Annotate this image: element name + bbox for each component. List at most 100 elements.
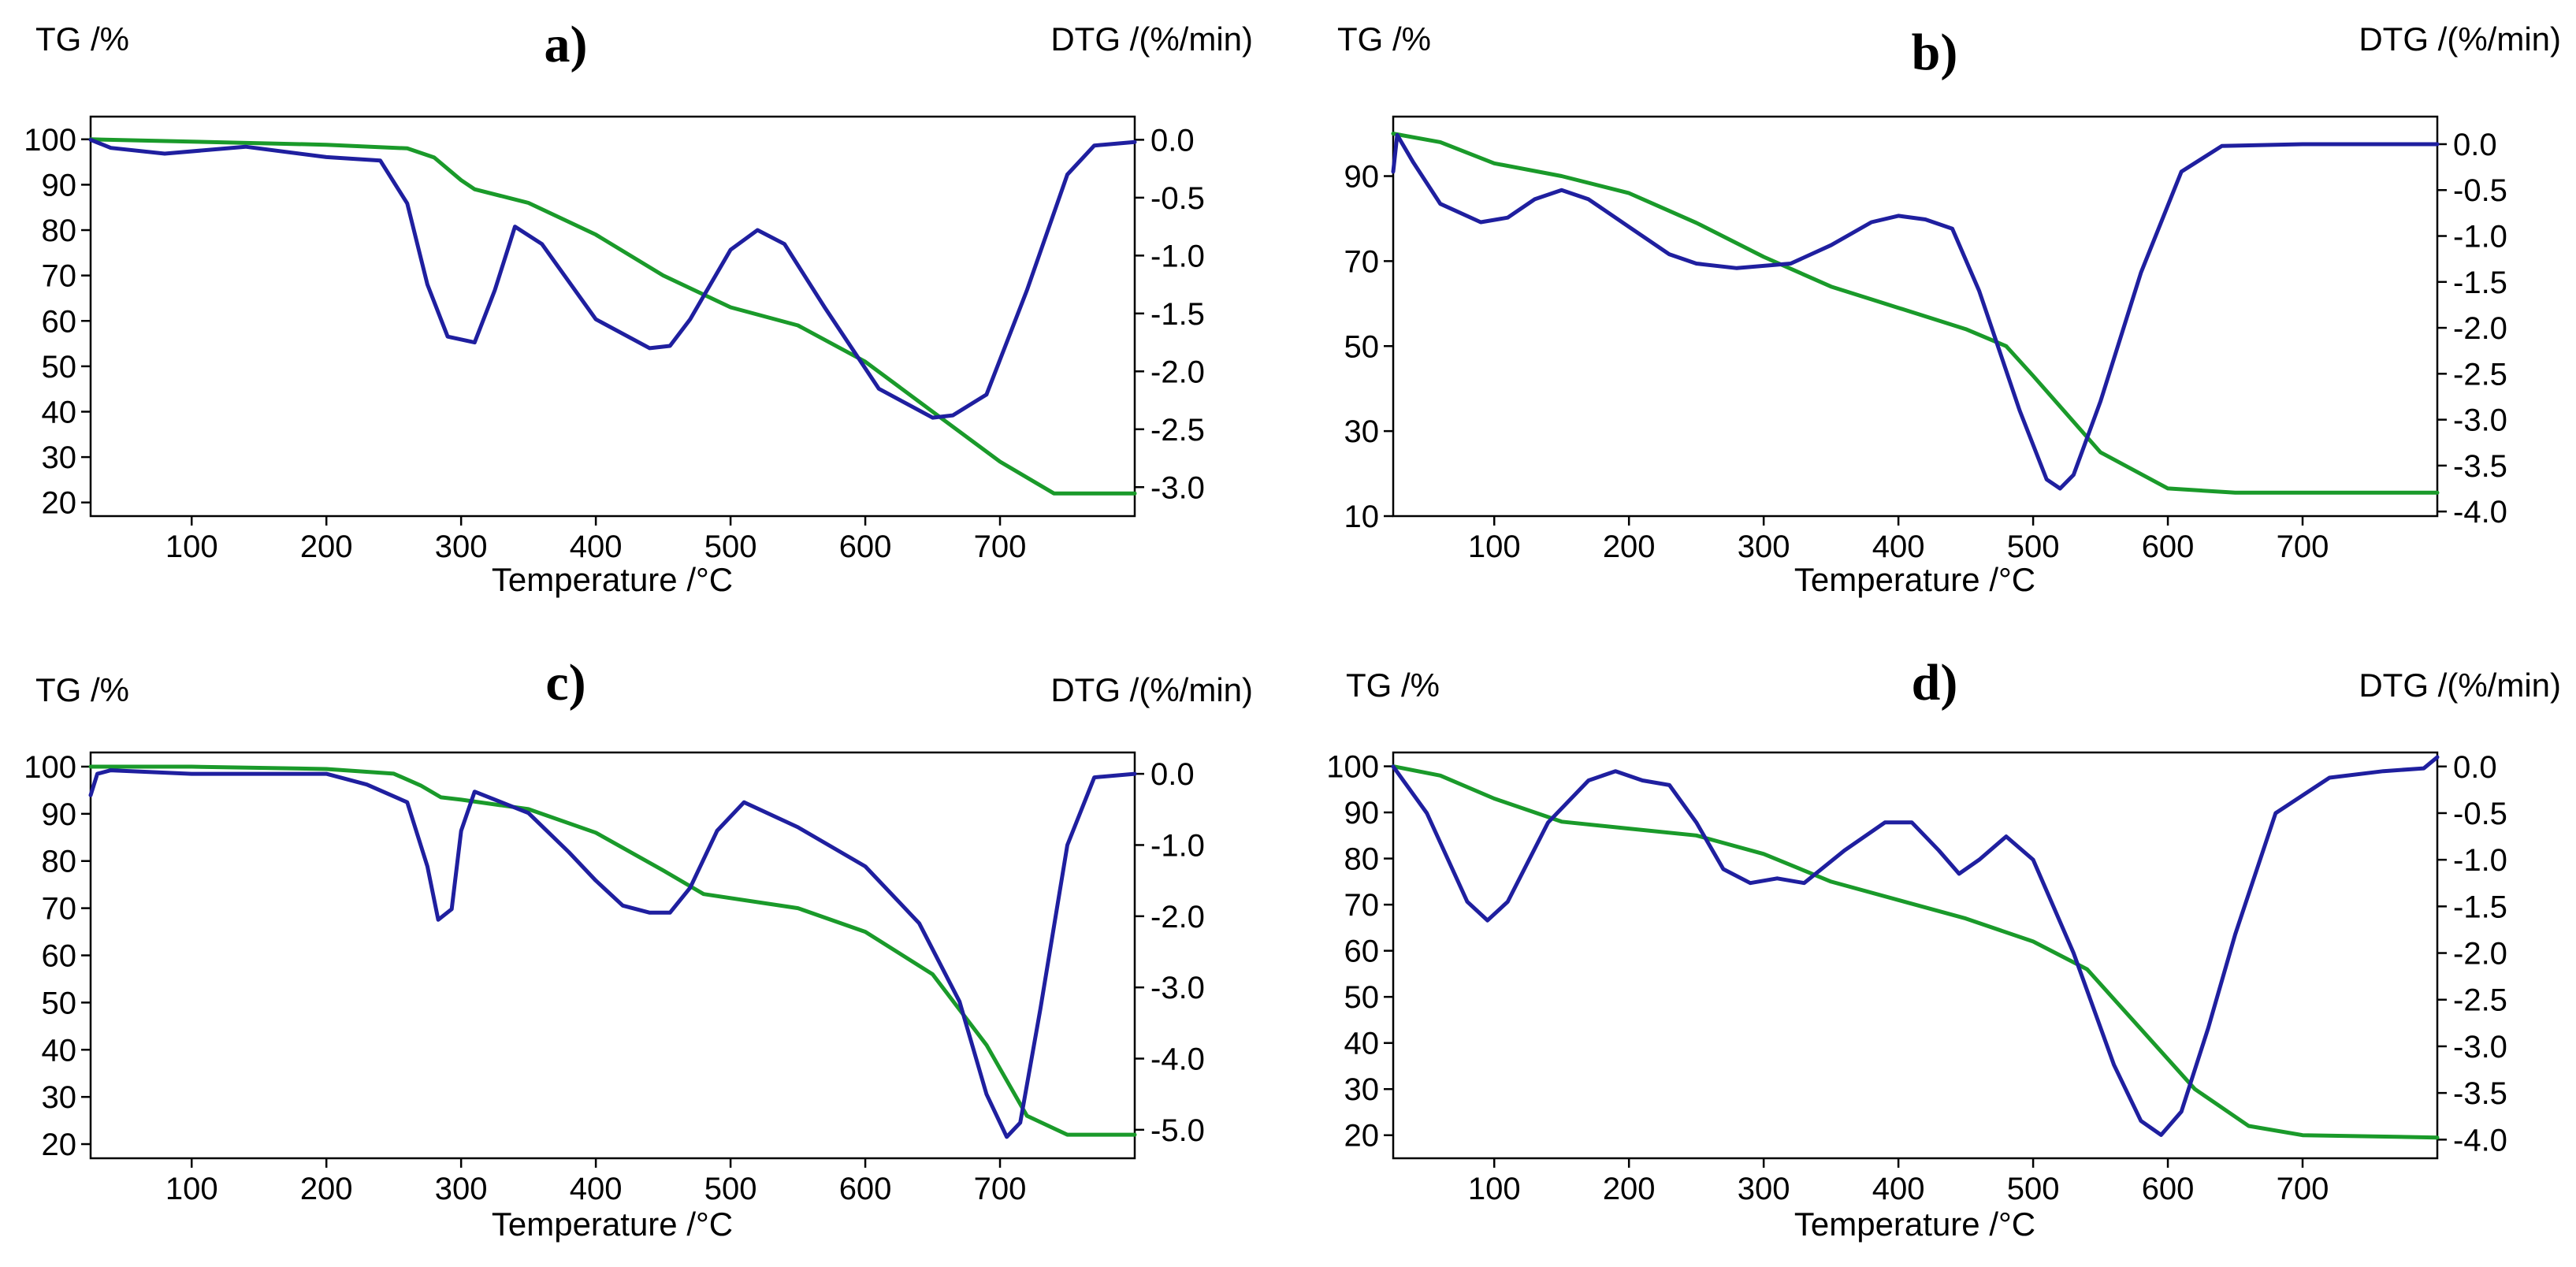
y-tick-label-left: 70 [42,259,77,294]
y-tick-label-left: 40 [42,1033,77,1068]
y-tick-label-right: -1.0 [2453,220,2507,255]
x-tick-label: 700 [2277,529,2329,564]
y-tick-label-right: -1.5 [2453,890,2507,924]
x-tick-label: 300 [1738,1172,1790,1206]
y-tick-label-right: -1.0 [2453,843,2507,878]
plot-frame [1392,115,2439,518]
x-tick-label: 300 [1738,529,1790,564]
y-tick-label-left: 70 [1344,244,1380,279]
x-tick-label: 200 [1603,1172,1656,1206]
y-tick-label-left: 50 [1344,329,1380,364]
tg-curve [88,764,1137,1137]
chart-panel-4: d) TG /% DTG /(%/min) Temperature /°C 100 200… [1326,654,2561,1243]
x-tick-label: 700 [974,1172,1027,1206]
panel-label: b) [1912,24,1958,81]
x-tick-label: 600 [2142,529,2195,564]
y-tick-label-left: 60 [1344,934,1380,969]
x-tick-label: 600 [839,529,892,564]
x-tick-label: 700 [2277,1172,2329,1206]
y-tick-label-left: 50 [1344,980,1380,1015]
dtg-curve [88,137,1137,420]
y-tick-label-right: -5.0 [1150,1113,1205,1148]
dtg-curve [1391,755,2440,1137]
y-tick-label-right: -0.5 [2453,797,2507,831]
y-tick-label-right: 0.0 [1150,757,1195,792]
y-tick-label-left: 10 [1344,500,1380,534]
y-tick-label-right: -1.5 [1150,297,1205,332]
x-tick-label: 200 [300,1172,353,1206]
y-tick-label-right: -3.0 [2453,403,2507,438]
plot-frame [89,751,1136,1160]
x-tick-label: 600 [839,1172,892,1206]
y-tick-label-left: 70 [1344,888,1380,923]
x-tick-label: 600 [2142,1172,2195,1206]
y-tick-label-right: -4.0 [2453,495,2507,529]
y-tick-label-right: -3.0 [1150,971,1205,1005]
x-tick-label: 100 [1468,529,1521,564]
x-tick-label: 100 [1468,1172,1521,1206]
x-axis-title: Temperature /°C [492,1206,733,1243]
y-tick-label-right: -1.5 [2453,266,2507,300]
y-tick-label-left: 60 [42,304,77,339]
y-tick-label-right: -3.0 [1150,470,1205,505]
y-axis-title-right: DTG /(%/min) [1050,671,1253,708]
panel-label: a) [545,16,588,73]
y-tick-label-left: 80 [1344,842,1380,877]
y-tick-label-right: -2.0 [2453,937,2507,972]
y-tick-label-left: 20 [1344,1119,1380,1154]
y-tick-label-left: 30 [1344,414,1380,449]
x-tick-label: 100 [165,1172,218,1206]
y-tick-label-left: 50 [42,350,77,385]
y-tick-label-right: 0.0 [1150,123,1195,158]
y-tick-label-left: 100 [1326,750,1379,785]
x-tick-label: 500 [2007,529,2060,564]
y-tick-label-right: 0.0 [2453,128,2497,162]
y-tick-label-left: 20 [42,1128,77,1162]
y-axis-title-right: DTG /(%/min) [2359,667,2561,704]
y-tick-label-right: -3.5 [2453,1076,2507,1111]
y-tick-label-left: 90 [1344,796,1380,830]
y-tick-label-left: 60 [42,939,77,974]
chart-panel-2: b) TG /% DTG /(%/min) Temperature /°C 100 200… [1337,20,2561,598]
y-tick-label-left: 90 [1344,160,1380,195]
y-tick-label-left: 30 [42,1080,77,1115]
y-tick-label-right: -0.5 [2453,173,2507,208]
panel-label: d) [1912,654,1958,712]
y-tick-label-right: -1.0 [1150,828,1205,863]
x-axis-title: Temperature /°C [492,561,733,598]
y-tick-label-right: -3.0 [2453,1030,2507,1065]
plot-frame [1392,751,2439,1160]
y-tick-label-right: -2.0 [1150,355,1205,389]
x-tick-label: 300 [435,529,488,564]
y-tick-label-right: -3.5 [2453,449,2507,484]
y-tick-label-right: -2.5 [1150,413,1205,448]
dtg-curve [1391,132,2440,491]
x-axis-title: Temperature /°C [1794,1206,2035,1243]
y-tick-label-left: 90 [42,168,77,202]
x-tick-label: 100 [165,529,218,564]
y-tick-label-left: 20 [42,486,77,521]
x-tick-label: 700 [974,529,1027,564]
x-tick-label: 400 [570,529,623,564]
x-tick-label: 500 [2007,1172,2060,1206]
y-axis-title-left: TG /% [35,671,129,708]
tg-curve [1391,764,2440,1140]
y-axis-title-left: TG /% [1346,667,1440,704]
x-tick-label: 500 [704,529,757,564]
y-tick-label-left: 80 [42,845,77,879]
y-tick-label-right: -2.5 [2453,983,2507,1018]
y-tick-label-left: 30 [1344,1072,1380,1107]
y-axis-title-left: TG /% [35,20,129,58]
y-tick-label-left: 80 [42,214,77,248]
y-tick-label-left: 40 [42,395,77,429]
y-tick-label-right: -4.0 [1150,1042,1205,1077]
y-tick-label-left: 70 [42,892,77,927]
y-axis-title-right: DTG /(%/min) [2359,20,2561,58]
y-tick-label-right: -2.0 [1150,900,1205,934]
y-tick-label-left: 100 [24,123,76,158]
x-axis-title: Temperature /°C [1794,561,2035,598]
tg-curve [1391,132,2440,495]
